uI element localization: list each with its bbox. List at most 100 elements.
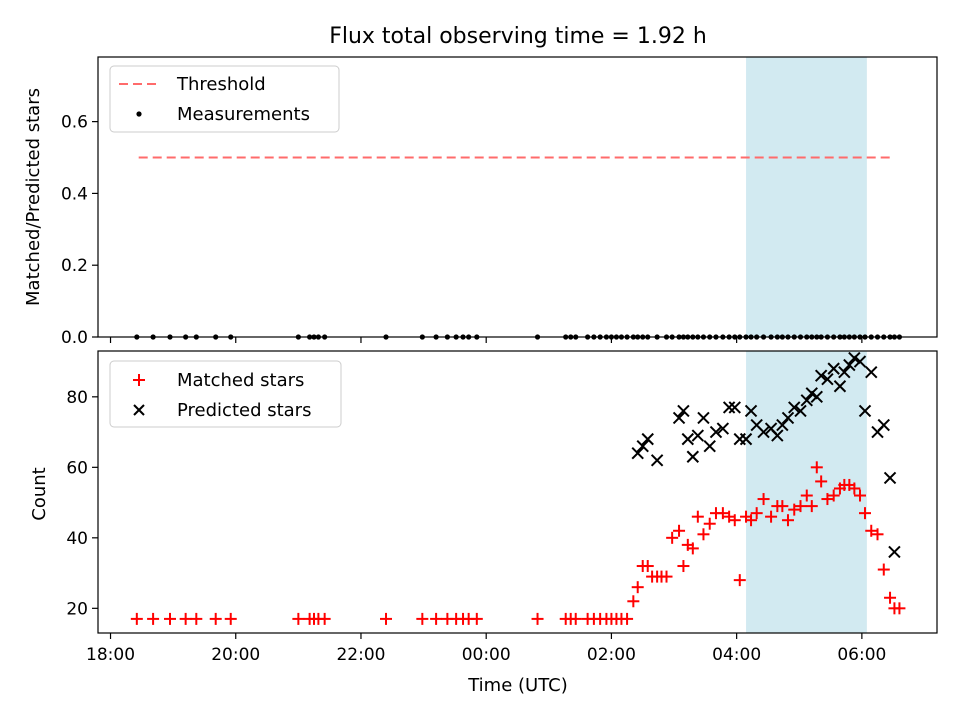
legend-matched-swatch <box>133 374 145 386</box>
matched-star-point <box>703 517 716 530</box>
matched-star-point <box>190 612 203 625</box>
predicted-star-point <box>686 450 700 463</box>
matched-star-point <box>848 482 861 495</box>
predicted-star-point <box>703 439 716 453</box>
matched-star-point <box>728 514 741 527</box>
predicted-star-point <box>858 404 872 418</box>
matched-star-point <box>666 531 679 544</box>
matched-star-point <box>686 542 699 555</box>
predicted-star-point <box>757 425 770 439</box>
bottom-legend: Matched stars Predicted stars <box>109 360 342 428</box>
predicted-star-point <box>728 401 741 414</box>
x-tick-label: 00:00 <box>462 645 511 665</box>
matched-star-point <box>147 612 160 625</box>
matched-star-point <box>794 500 807 513</box>
matched-star-point <box>627 595 640 608</box>
predicted-star-point <box>788 401 801 414</box>
predicted-star-point <box>810 390 823 404</box>
matched-star-point <box>224 612 237 625</box>
predicted-stars-points <box>631 351 901 559</box>
predicted-star-point <box>800 394 813 407</box>
matched-star-point <box>805 500 818 513</box>
matched-star-point <box>750 507 763 520</box>
predicted-star-point <box>733 432 746 446</box>
x-axis-label: Time (UTC) <box>467 675 568 696</box>
x-tick-label: 04:00 <box>712 645 761 665</box>
x-tick-label: 06:00 <box>837 645 886 665</box>
legend-measurements-swatch <box>136 111 142 117</box>
matched-star-point <box>716 507 729 520</box>
matched-star-point <box>416 612 429 625</box>
bottom-x-ticks: 18:00 20:00 22:00 00:00 02:00 04:00 06:00 <box>86 633 886 665</box>
matched-star-point <box>765 510 778 523</box>
predicted-star-point <box>888 545 901 559</box>
matched-star-point <box>380 612 393 625</box>
predicted-star-point <box>776 418 789 432</box>
top-axes-frame <box>97 56 938 338</box>
matched-star-point <box>821 493 834 506</box>
predicted-star-point <box>883 471 897 485</box>
y-tick-label: 0.6 <box>61 113 88 133</box>
predicted-star-point <box>636 439 649 453</box>
predicted-star-point <box>781 411 795 425</box>
y-tick-label: 40 <box>66 529 88 549</box>
matched-star-point <box>631 581 644 594</box>
legend-threshold-label: Threshold <box>176 74 266 95</box>
y-tick-label: 80 <box>66 388 88 408</box>
predicted-star-point <box>833 380 847 393</box>
predicted-star-point <box>716 422 730 435</box>
matched-star-point <box>209 612 222 625</box>
matched-star-point <box>877 563 890 576</box>
predicted-star-point <box>771 429 784 442</box>
matched-star-point <box>318 612 331 625</box>
bottom-legend-box <box>109 360 342 428</box>
matched-star-point <box>858 507 871 520</box>
x-tick-label: 22:00 <box>336 645 385 665</box>
matched-star-point <box>827 489 840 502</box>
matched-star-point <box>871 528 884 541</box>
matched-star-point <box>733 574 746 587</box>
matched-star-point <box>470 612 483 625</box>
predicted-star-point <box>865 365 878 379</box>
legend-measurements-label: Measurements <box>177 104 310 125</box>
predicted-star-point <box>709 425 723 439</box>
matched-star-point <box>164 612 177 625</box>
x-tick-label: 18:00 <box>86 645 135 665</box>
top-y-ticks: 0.0 0.2 0.4 0.6 <box>61 113 98 348</box>
top-y-axis-label: Matched/Predicted stars <box>23 88 44 306</box>
matched-star-point <box>691 510 704 523</box>
predicted-star-point <box>853 355 867 368</box>
predicted-star-point <box>722 401 736 414</box>
y-tick-label: 0.2 <box>61 256 88 276</box>
matched-star-point <box>569 612 582 625</box>
predicted-star-point <box>838 365 851 379</box>
matched-star-point <box>757 493 770 506</box>
matched-star-point <box>776 500 789 513</box>
matched-stars-points <box>130 461 906 625</box>
bottom-y-ticks: 20 40 60 80 <box>66 388 98 619</box>
matched-star-point <box>179 612 192 625</box>
y-tick-label: 20 <box>66 599 88 619</box>
top-highlight-span <box>746 57 867 337</box>
matched-star-point <box>660 570 673 583</box>
predicted-star-point <box>739 432 753 446</box>
predicted-star-point <box>848 351 861 365</box>
predicted-star-point <box>744 404 758 418</box>
y-tick-label: 0.0 <box>61 328 88 348</box>
legend-predicted-swatch <box>133 404 145 416</box>
matched-star-point <box>531 612 544 625</box>
y-tick-label: 0.4 <box>61 184 88 204</box>
matched-star-point <box>865 524 878 537</box>
matched-star-point <box>781 514 794 527</box>
predicted-star-point <box>843 358 856 372</box>
predicted-star-point <box>631 447 644 460</box>
predicted-star-point <box>697 411 710 425</box>
predicted-star-point <box>877 418 890 432</box>
predicted-star-point <box>814 369 828 382</box>
predicted-star-point <box>641 432 654 446</box>
matched-star-point <box>788 503 801 516</box>
matched-star-point <box>673 524 686 537</box>
predicted-star-point <box>821 372 834 386</box>
predicted-star-point <box>794 404 807 418</box>
